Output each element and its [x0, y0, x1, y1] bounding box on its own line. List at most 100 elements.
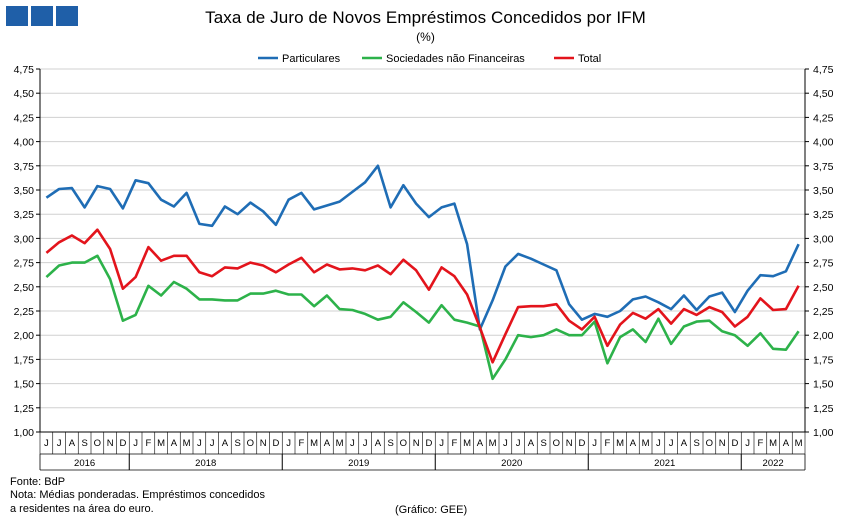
x-tick-label: S [387, 438, 393, 449]
year-label: 2022 [763, 458, 784, 469]
y-tick-label: 2,25 [14, 306, 35, 318]
x-tick-label: N [107, 438, 114, 449]
x-tick-label: M [616, 438, 624, 449]
legend-label: Particulares [282, 53, 341, 65]
x-tick-label: J [363, 438, 368, 449]
y-tick-label: 2,75 [14, 258, 35, 270]
x-tick-label: O [706, 438, 713, 449]
x-tick-label: J [44, 438, 49, 449]
year-label: 2019 [348, 458, 369, 469]
x-tick-label: M [310, 438, 318, 449]
x-tick-label: M [336, 438, 344, 449]
y-tick-label-right: 2,00 [813, 330, 834, 342]
x-tick-label: S [81, 438, 87, 449]
logo-square [6, 6, 28, 26]
year-label: 2016 [74, 458, 95, 469]
y-tick-label: 1,25 [14, 403, 35, 415]
legend-label: Sociedades não Financeiras [386, 53, 525, 65]
year-label: 2021 [654, 458, 675, 469]
x-tick-label: A [171, 438, 178, 449]
x-tick-label: J [516, 438, 521, 449]
x-tick-label: D [425, 438, 432, 449]
x-tick-label: N [566, 438, 573, 449]
x-tick-label: M [183, 438, 191, 449]
x-tick-label: M [795, 438, 803, 449]
y-tick-label-right: 4,75 [813, 64, 834, 76]
x-tick-label: A [783, 438, 790, 449]
y-tick-label: 1,75 [14, 354, 35, 366]
x-tick-label: J [286, 438, 291, 449]
y-tick-label: 4,75 [14, 64, 35, 76]
y-tick-label-right: 3,00 [813, 233, 834, 245]
y-tick-label-right: 3,25 [813, 209, 834, 221]
x-tick-label: M [463, 438, 471, 449]
x-tick-label: S [540, 438, 546, 449]
logo-square [31, 6, 53, 26]
logo [6, 6, 78, 26]
x-tick-label: J [656, 438, 661, 449]
legend-label: Total [578, 53, 601, 65]
x-tick-label: A [477, 438, 484, 449]
x-tick-label: J [439, 438, 444, 449]
series-line-total [45, 228, 800, 364]
credit-text: (Gráfico: GEE) [395, 504, 468, 516]
x-tick-label: J [210, 438, 215, 449]
x-tick-label: A [222, 438, 229, 449]
series-line-particulares [45, 164, 800, 331]
x-tick-label: J [197, 438, 202, 449]
x-tick-label: D [731, 438, 738, 449]
y-tick-label-right: 4,25 [813, 112, 834, 124]
x-tick-label: J [503, 438, 508, 449]
chart-title: Taxa de Juro de Novos Empréstimos Conced… [205, 8, 646, 27]
y-tick-label: 4,00 [14, 137, 35, 149]
x-tick-label: M [642, 438, 650, 449]
y-tick-label-right: 2,50 [813, 282, 834, 294]
logo-square [56, 6, 78, 26]
x-tick-label: A [324, 438, 331, 449]
y-tick-label-right: 1,25 [813, 403, 834, 415]
chart-subtitle: (%) [416, 30, 435, 44]
x-tick-label: A [69, 438, 76, 449]
y-tick-label: 1,00 [14, 427, 35, 439]
x-tick-label: A [375, 438, 382, 449]
x-tick-label: O [400, 438, 407, 449]
x-tick-label: F [757, 438, 763, 449]
x-tick-label: F [451, 438, 457, 449]
x-tick-label: A [630, 438, 637, 449]
y-tick-label-right: 1,75 [813, 354, 834, 366]
x-tick-label: A [528, 438, 535, 449]
y-tick-label: 3,50 [14, 185, 35, 197]
x-tick-label: J [669, 438, 674, 449]
y-tick-label: 3,00 [14, 233, 35, 245]
x-tick-label: O [94, 438, 101, 449]
y-tick-label: 3,75 [14, 161, 35, 173]
y-tick-label-right: 2,25 [813, 306, 834, 318]
y-tick-label: 2,50 [14, 282, 35, 294]
x-tick-label: M [157, 438, 165, 449]
y-tick-label-right: 2,75 [813, 258, 834, 270]
x-tick-label: J [133, 438, 138, 449]
x-tick-label: J [745, 438, 750, 449]
x-tick-label: N [719, 438, 726, 449]
y-tick-label-right: 1,00 [813, 427, 834, 439]
note-line-1: Nota: Médias ponderadas. Empréstimos con… [10, 489, 265, 501]
x-tick-label: A [681, 438, 688, 449]
y-tick-label-right: 3,75 [813, 161, 834, 173]
x-tick-label: N [413, 438, 420, 449]
x-tick-label: J [57, 438, 62, 449]
x-tick-label: J [592, 438, 597, 449]
y-tick-label: 3,25 [14, 209, 35, 221]
x-tick-label: O [247, 438, 254, 449]
y-tick-label: 4,25 [14, 112, 35, 124]
y-tick-label: 4,50 [14, 88, 35, 100]
y-tick-label-right: 4,00 [813, 137, 834, 149]
x-tick-label: J [350, 438, 355, 449]
year-label: 2020 [501, 458, 522, 469]
x-tick-label: D [272, 438, 279, 449]
source-text: Fonte: BdP [10, 476, 66, 488]
year-label: 2018 [195, 458, 216, 469]
note-line-2: a residentes na área do euro. [10, 503, 154, 515]
x-tick-label: M [769, 438, 777, 449]
y-tick-label-right: 1,50 [813, 379, 834, 391]
